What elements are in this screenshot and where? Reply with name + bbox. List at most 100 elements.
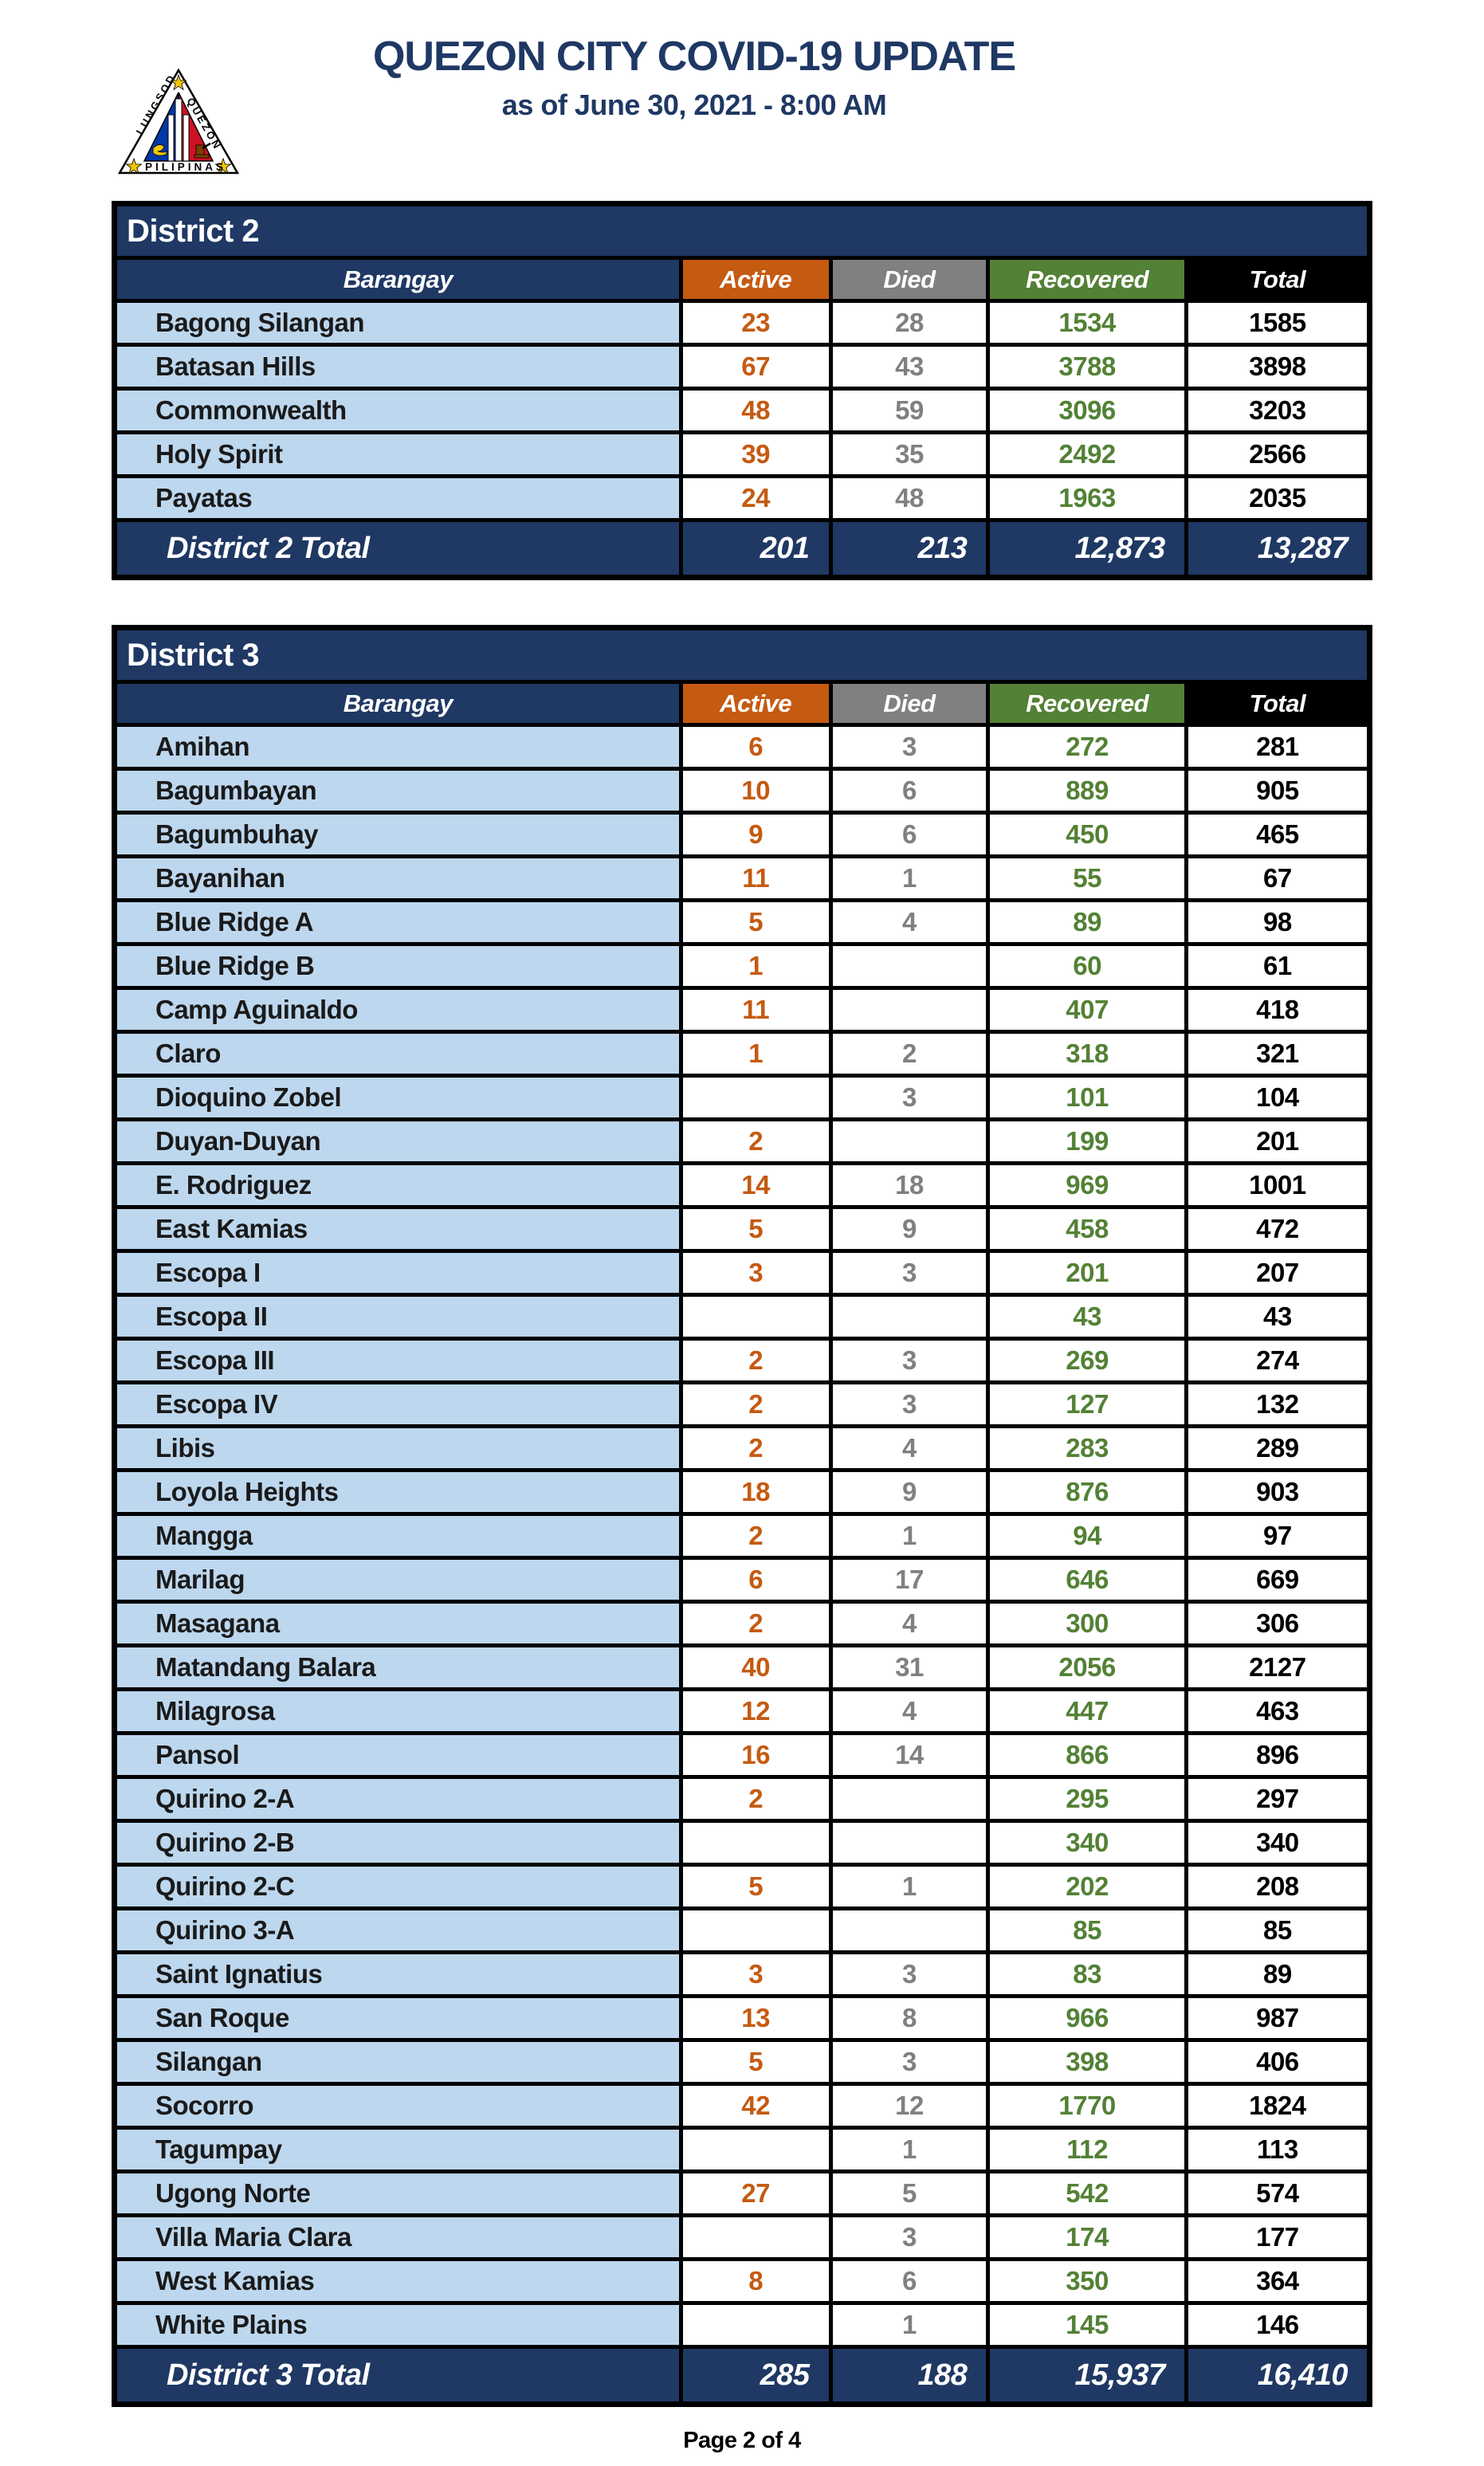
active-count-cell: 2	[678, 1380, 833, 1428]
barangay-name-cell: Tagumpay	[112, 2126, 683, 2173]
total-count-cell: 1001	[1184, 1161, 1372, 1209]
total-count-cell: 903	[1184, 1468, 1372, 1516]
table-row: Quirino 2-C 5 1 202 208	[112, 1863, 1372, 1910]
died-count-cell: 9	[828, 1468, 991, 1516]
column-header-barangay: Barangay	[112, 680, 683, 727]
table-row: Quirino 2-B 340 340	[112, 1819, 1372, 1867]
active-count-cell: 2	[678, 1337, 833, 1384]
barangay-name-cell: Mangga	[112, 1512, 683, 1560]
barangay-name-cell: Bagumbayan	[112, 767, 683, 815]
total-count-cell: 67	[1184, 854, 1372, 902]
recovered-count-cell: 966	[986, 1994, 1188, 2042]
died-count-cell: 12	[828, 2082, 991, 2130]
active-count-cell: 24	[678, 474, 833, 522]
column-header-active: Active	[678, 680, 833, 727]
table-row: Escopa II 43 43	[112, 1293, 1372, 1341]
table-row: Mangga 2 1 94 97	[112, 1512, 1372, 1560]
district-2-section: District 2 Barangay Active Died Recovere…	[112, 201, 1372, 580]
district-3-band-row: District 3	[112, 626, 1372, 684]
total-count-cell: 340	[1184, 1819, 1372, 1867]
active-count-cell: 10	[678, 767, 833, 815]
active-count-cell: 2	[678, 1424, 833, 1472]
district-3-table: District 3 Barangay Active Died Recovere…	[112, 625, 1372, 2407]
table-row: Masagana 2 4 300 306	[112, 1600, 1372, 1647]
district-3-columns-row: Barangay Active Died Recovered Total	[112, 680, 1372, 727]
table-row: Claro 1 2 318 321	[112, 1030, 1372, 1078]
barangay-name-cell: Amihan	[112, 723, 683, 771]
barangay-name-cell: Holy Spirit	[112, 430, 683, 478]
total-count-cell: 97	[1184, 1512, 1372, 1560]
table-row: Amihan 6 3 272 281	[112, 723, 1372, 771]
table-row: White Plains 1 145 146	[112, 2301, 1372, 2349]
died-count-cell: 1	[828, 1512, 991, 1560]
table-row: Escopa I 3 3 201 207	[112, 1249, 1372, 1297]
active-count-cell: 6	[678, 723, 833, 771]
total-count-cell: 113	[1184, 2126, 1372, 2173]
table-row: Socorro 42 12 1770 1824	[112, 2082, 1372, 2130]
died-count-cell: 3	[828, 1380, 991, 1428]
district-2-table-foot: District 2 Total 201 213 12,873 13,287	[112, 518, 1372, 579]
total-count-cell: 3898	[1184, 343, 1372, 391]
died-count-cell: 4	[828, 1600, 991, 1647]
table-row: Pansol 16 14 866 896	[112, 1731, 1372, 1779]
qc-seal-icon: LUNGSOD QUEZON PILIPINAS	[117, 68, 240, 175]
total-count-cell: 2566	[1184, 430, 1372, 478]
died-count-cell: 4	[828, 1687, 991, 1735]
active-count-cell: 16	[678, 1731, 833, 1779]
died-count-cell: 6	[828, 2257, 991, 2305]
died-count-cell: 3	[828, 1950, 991, 1998]
total-count-cell: 289	[1184, 1424, 1372, 1472]
barangay-name-cell: Masagana	[112, 1600, 683, 1647]
active-count-cell: 40	[678, 1643, 833, 1691]
barangay-name-cell: Bayanihan	[112, 854, 683, 902]
barangay-name-cell: Milagrosa	[112, 1687, 683, 1735]
table-row: Saint Ignatius 3 3 83 89	[112, 1950, 1372, 1998]
recovered-count-cell: 450	[986, 811, 1188, 858]
column-header-active: Active	[678, 256, 833, 303]
died-count-cell: 2	[828, 1030, 991, 1078]
active-count-cell: 23	[678, 299, 833, 347]
barangay-name-cell: Quirino 2-C	[112, 1863, 683, 1910]
table-row: Silangan 5 3 398 406	[112, 2038, 1372, 2086]
table-row: Camp Aguinaldo 11 407 418	[112, 986, 1372, 1034]
barangay-name-cell: Villa Maria Clara	[112, 2213, 683, 2261]
table-row: Holy Spirit 39 35 2492 2566	[112, 430, 1372, 478]
recovered-count-cell: 398	[986, 2038, 1188, 2086]
total-count-cell: 463	[1184, 1687, 1372, 1735]
seal-top-star-icon	[170, 73, 187, 91]
seal-gavel-icon	[194, 142, 211, 159]
page-number-label: Page 2 of 4	[683, 2428, 801, 2453]
barangay-name-cell: Escopa II	[112, 1293, 683, 1341]
active-count-cell: 42	[678, 2082, 833, 2130]
barangay-name-cell: Commonwealth	[112, 387, 683, 434]
recovered-count-cell: 542	[986, 2170, 1188, 2217]
total-count-cell: 207	[1184, 1249, 1372, 1297]
died-count-cell: 59	[828, 387, 991, 434]
district-3-section: District 3 Barangay Active Died Recovere…	[112, 625, 1372, 2407]
seal-bottom-text: PILIPINAS	[145, 161, 226, 173]
died-count-cell: 8	[828, 1994, 991, 2042]
column-header-barangay: Barangay	[112, 256, 683, 303]
recovered-count-cell: 272	[986, 723, 1188, 771]
district-3-table-head: District 3 Barangay Active Died Recovere…	[112, 626, 1372, 727]
barangay-name-cell: West Kamias	[112, 2257, 683, 2305]
active-count-cell: 5	[678, 1863, 833, 1910]
active-count-cell: 3	[678, 1950, 833, 1998]
barangay-name-cell: Blue Ridge A	[112, 898, 683, 946]
barangay-name-cell: Marilag	[112, 1556, 683, 1604]
recovered-count-cell: 83	[986, 1950, 1188, 1998]
recovered-count-cell: 174	[986, 2213, 1188, 2261]
barangay-name-cell: Quirino 2-A	[112, 1775, 683, 1823]
total-count-cell: 201	[1184, 1117, 1372, 1165]
column-header-died: Died	[828, 680, 991, 727]
barangay-name-cell: Claro	[112, 1030, 683, 1078]
total-count-cell: 281	[1184, 723, 1372, 771]
table-row: Bagumbayan 10 6 889 905	[112, 767, 1372, 815]
district-3-rows: Amihan 6 3 272 281 Bagumbayan 10 6 889 9…	[112, 723, 1372, 2349]
total-count-cell: 896	[1184, 1731, 1372, 1779]
district-2-table: District 2 Barangay Active Died Recovere…	[112, 201, 1372, 580]
table-row: Commonwealth 48 59 3096 3203	[112, 387, 1372, 434]
died-count-cell	[828, 1906, 991, 1954]
recovered-count-cell: 94	[986, 1512, 1188, 1560]
